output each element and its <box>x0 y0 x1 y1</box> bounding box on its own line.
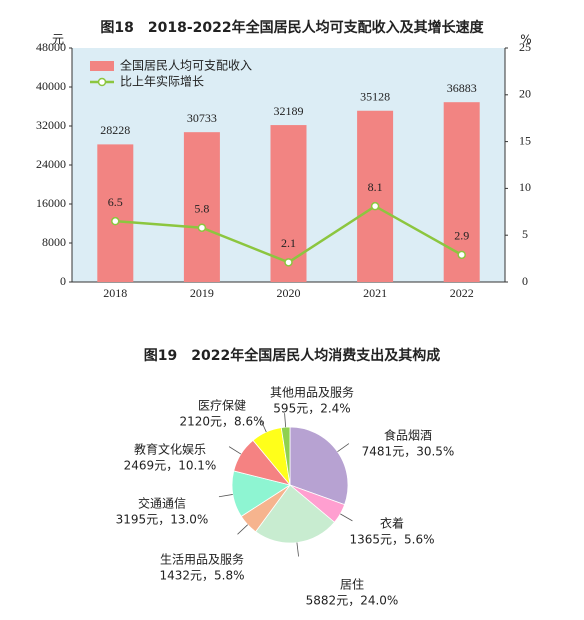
pie-value-label: 3195元，13.0% <box>116 513 209 527</box>
line-value-label: 6.5 <box>108 195 123 209</box>
y-tick-label: 40000 <box>36 79 66 93</box>
y2-tick-label: 15 <box>519 133 531 147</box>
x-tick-label: 2021 <box>363 286 387 300</box>
y-axis-unit: 元 <box>52 33 64 47</box>
y2-axis-unit: % <box>520 33 531 47</box>
line-value-label: 2.9 <box>454 229 469 243</box>
pie-value-label: 2469元，10.1% <box>124 459 217 473</box>
y2-tick-label: 5 <box>522 227 528 241</box>
legend-label: 比上年实际增长 <box>120 74 204 89</box>
y-tick-label: 8000 <box>42 235 66 249</box>
bar <box>97 144 134 282</box>
y-tick-label: 16000 <box>36 196 66 210</box>
chart-title: 图18 2018-2022年全国居民人均可支配收入及其增长速度 <box>100 19 484 36</box>
legend-swatch <box>97 77 107 87</box>
leader-line <box>237 524 248 535</box>
y2-tick-label: 25 <box>519 40 531 54</box>
line-value-label: 5.8 <box>194 201 209 215</box>
bar-value-label: 30733 <box>187 111 217 125</box>
bar <box>183 132 220 282</box>
pie-category-label: 生活用品及服务 <box>160 552 244 567</box>
line-marker <box>284 258 293 267</box>
pie-category-label: 衣着 <box>380 516 404 531</box>
leader-line <box>218 494 233 498</box>
pie-category-label: 教育文化娱乐 <box>134 442 206 457</box>
bar <box>357 110 394 282</box>
line-value-label: 8.1 <box>368 180 383 194</box>
y2-tick-label: 20 <box>519 87 531 101</box>
y2-tick-label: 10 <box>519 180 531 194</box>
leader-line <box>260 419 267 433</box>
bar-value-label: 28228 <box>100 123 130 137</box>
y-tick-label: 0 <box>60 274 66 288</box>
y-tick-label: 48000 <box>36 40 66 54</box>
leader-line <box>284 413 287 428</box>
line-marker <box>370 201 380 211</box>
line-value-label: 2.1 <box>281 236 296 250</box>
y-tick-label: 24000 <box>36 157 66 171</box>
leader-line <box>228 446 242 455</box>
pie-value-label: 2120元，8.6% <box>179 415 264 429</box>
legend-label: 全国居民人均可支配收入 <box>120 58 252 73</box>
pie-category-label: 食品烟酒 <box>384 428 432 443</box>
pie-category-label: 医疗保健 <box>198 399 246 413</box>
x-tick-label: 2022 <box>450 286 474 300</box>
pie-value-label: 7481元，30.5% <box>362 445 455 459</box>
pie-category-label: 居住 <box>340 578 364 592</box>
legend-swatch <box>90 61 114 71</box>
leader-line <box>296 542 299 557</box>
x-tick-label: 2018 <box>103 286 127 300</box>
pie-value-label: 1432元，5.8% <box>159 569 244 583</box>
pie-value-label: 1365元，5.6% <box>349 533 434 547</box>
line-marker <box>457 250 466 260</box>
y-tick-label: 32000 <box>36 118 66 132</box>
pie-value-label: 5882元，24.0% <box>306 594 399 608</box>
pie-value-label: 595元，2.4% <box>273 402 350 416</box>
line-marker <box>197 223 207 232</box>
pie-category-label: 其他用品及服务 <box>270 385 354 400</box>
pie-category-label: 交通通信 <box>138 496 186 511</box>
leader-line <box>337 443 350 452</box>
bar-value-label: 32189 <box>274 104 304 118</box>
leader-line <box>340 513 353 522</box>
chart-title: 图19 2022年全国居民人均消费支出及其构成 <box>144 347 440 364</box>
bar-value-label: 36883 <box>447 81 477 95</box>
line-marker <box>111 216 120 226</box>
x-tick-label: 2020 <box>277 286 301 300</box>
pie-slice <box>289 426 349 506</box>
bar-value-label: 35128 <box>360 90 390 104</box>
y2-tick-label: 0 <box>522 274 528 288</box>
x-tick-label: 2019 <box>190 286 214 300</box>
